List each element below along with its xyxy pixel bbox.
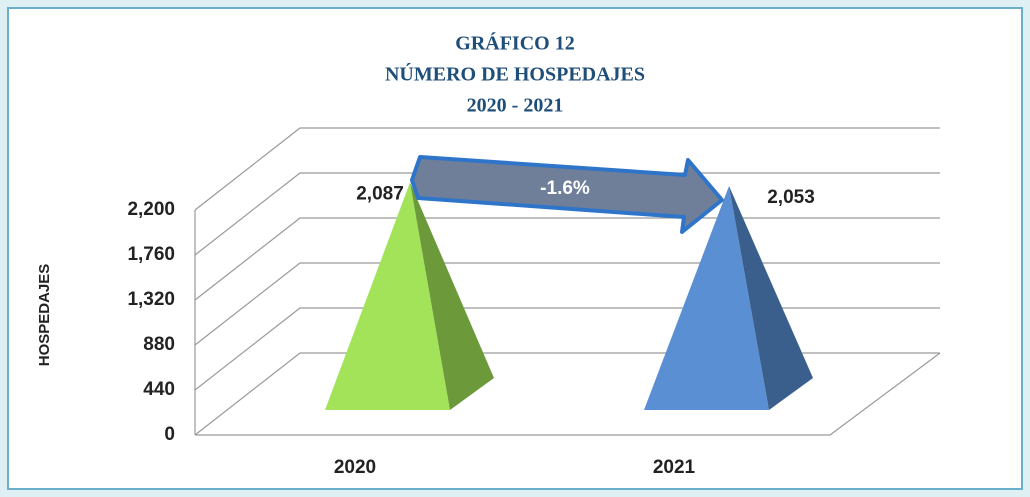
y-axis-label: HOSPEDAJES <box>36 264 53 367</box>
y-tick-label: 440 <box>143 379 175 400</box>
pyramid-front <box>325 182 450 410</box>
y-tick-label: 0 <box>164 424 175 445</box>
x-tick-label: 2020 <box>334 457 376 478</box>
x-tick-label: 2021 <box>653 457 696 478</box>
y-tick-label: 1,760 <box>127 244 175 265</box>
panel <box>7 7 1023 490</box>
chart-title: NÚMERO DE HOSPEDAJES <box>385 62 645 86</box>
floor <box>195 352 941 436</box>
y-tick-label: 2,200 <box>127 199 175 220</box>
pyramid-side <box>729 186 813 410</box>
pyramid-front <box>644 186 769 410</box>
chart-title: GRÁFICO 12 <box>455 32 574 55</box>
value-label: 2,053 <box>767 187 815 208</box>
annotation: -1.6% <box>540 178 590 199</box>
value-label: 2,087 <box>356 183 404 204</box>
grid-line <box>194 172 940 256</box>
pyramid-side <box>410 182 494 410</box>
y-tick-label: 880 <box>143 334 175 355</box>
y-tick-label: 1,320 <box>127 289 175 310</box>
change-arrow <box>410 155 724 234</box>
grid-line <box>194 127 940 211</box>
chart-title: 2020 - 2021 <box>467 95 564 117</box>
